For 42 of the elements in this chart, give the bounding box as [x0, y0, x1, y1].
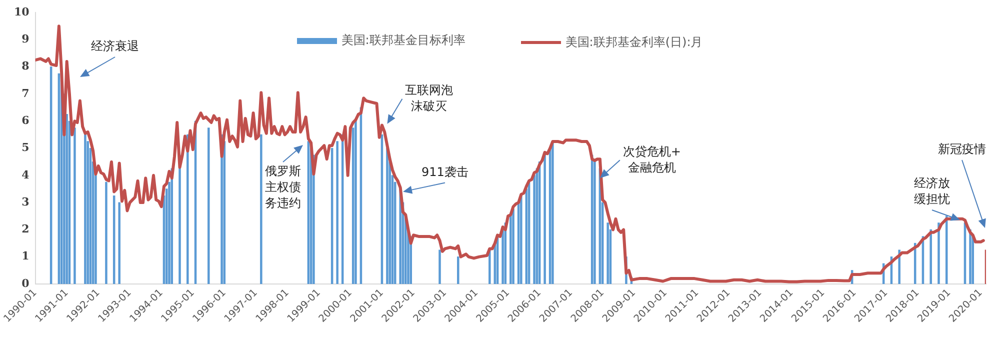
- bar: [544, 154, 546, 284]
- bar: [118, 202, 120, 284]
- bar: [84, 134, 86, 284]
- y-tick-label: 2: [22, 222, 30, 236]
- bar: [260, 134, 262, 284]
- annotation: 经济放缓担忧: [914, 176, 950, 206]
- annotation: 911袭击: [422, 164, 468, 179]
- bar: [170, 168, 173, 284]
- bar: [488, 250, 491, 284]
- y-tick-label: 0: [22, 276, 30, 290]
- annotation: 新冠疫情: [938, 142, 986, 156]
- bar: [969, 229, 972, 284]
- y-tick-label: 4: [22, 168, 30, 182]
- y-tick-label: 1: [22, 250, 30, 263]
- bar: [606, 222, 609, 284]
- annotation: 俄罗斯主权债务违约: [265, 164, 301, 210]
- y-tick-label: 3: [22, 195, 30, 208]
- bar: [354, 120, 357, 284]
- y-tick-label: 8: [22, 60, 30, 73]
- annotation: 互联网泡沫破灭: [405, 82, 454, 113]
- bar: [74, 128, 76, 284]
- y-tick-label: 9: [22, 32, 30, 46]
- y-tick-label: 10: [14, 5, 30, 18]
- legend-label: 美国:联邦基金利率(日):月: [565, 34, 703, 50]
- bar: [930, 229, 932, 284]
- bar: [938, 222, 940, 284]
- annotation: 经济衰退: [91, 39, 139, 54]
- bar: [438, 250, 441, 284]
- annotation: 次贷危机+金融危机: [622, 144, 681, 174]
- bar: [520, 195, 522, 284]
- y-tick-label: 6: [22, 114, 30, 128]
- bar: [208, 128, 210, 284]
- bar: [66, 114, 68, 284]
- y-tick-label: 7: [22, 86, 30, 100]
- bar: [336, 141, 338, 284]
- bar: [386, 148, 388, 284]
- bar: [457, 256, 460, 284]
- legend-label: 美国:联邦基金目标利率: [341, 32, 466, 49]
- bar: [512, 209, 514, 284]
- y-tick-label: 5: [22, 141, 30, 154]
- bar: [105, 182, 108, 284]
- bar: [552, 141, 554, 284]
